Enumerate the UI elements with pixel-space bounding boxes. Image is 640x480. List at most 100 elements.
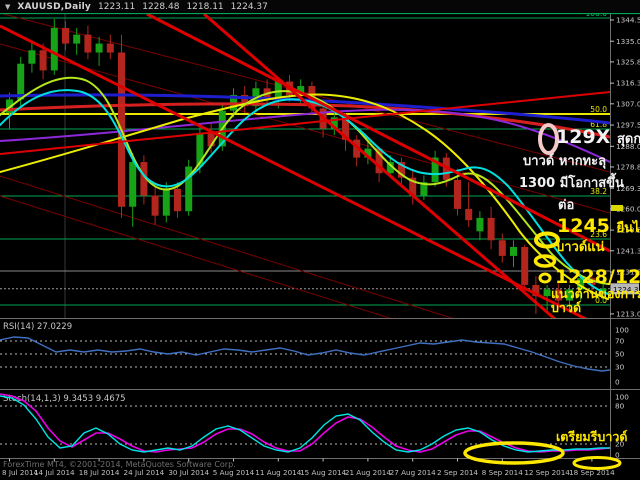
candle-body [106,43,114,53]
candle-body [6,99,13,113]
stoch-signal-line [0,393,611,453]
highlight-ellipse-dates[interactable] [572,456,622,470]
fib-level-label: 61.8 [590,120,607,129]
ma-purple [0,108,610,163]
candle-body [185,166,193,212]
annotation-text[interactable]: แนวต้านของการรี [551,286,640,301]
candle-body [162,188,170,216]
price-axis-label: 1288.05 [616,142,640,151]
time-axis-label: 18 Jul 2014 [79,468,120,477]
candle-body [521,246,529,285]
trendline[interactable] [146,14,610,253]
candle-body [95,43,103,53]
ma-yellow [0,93,609,300]
candle-body [420,182,428,196]
copyright-text: ForexTime MT4, ©2001-2014, MetaQuotes So… [3,460,236,469]
chart-title: XAUUSD,Daily [17,1,91,12]
trendline[interactable] [0,175,458,320]
rsi-level-label: 50 [615,350,625,359]
time-axis-label: 5 Aug 2014 [213,468,255,477]
current-price-label: 1224.37 [613,285,640,294]
candle-body [73,34,81,44]
price-axis-label: 1231.80 [616,268,640,277]
candle-body [241,94,249,107]
candle-body [409,177,417,196]
candle-body [487,217,495,241]
trendline[interactable] [0,13,610,173]
annotation-text[interactable]: บาวด์ หากทะลุ [523,153,606,169]
candle-body [196,132,204,167]
candle-body [398,162,405,178]
annotation-text[interactable]: 129X สุดการรี [556,126,640,148]
fib-level-label: 38.2 [590,187,607,196]
candle-body [330,117,338,129]
candle-body [465,208,473,221]
stoch-level-label: 100 [615,393,629,402]
trendline[interactable] [0,91,610,155]
ma-red [0,102,610,139]
candle-body [28,50,36,64]
candle-body [543,289,551,297]
candle-body [274,81,282,100]
time-axis-label: 30 Jul 2014 [168,468,209,477]
candle-body [364,148,372,158]
candle-body [151,195,159,216]
candle-body [174,188,181,212]
time-axis-label: 14 Jul 2014 [34,468,75,477]
ma-blue-slow [0,93,610,125]
candle-body [510,246,517,256]
stoch-main-line [0,395,610,453]
time-axis-label: 8 Sep 2014 [482,468,523,477]
price-axis-label: 1325.80 [616,58,640,67]
time-axis-label: 11 Aug 2014 [255,468,301,477]
time-axis-label: 24 Jul 2014 [124,468,165,477]
annotation-text[interactable]: บาวด์แน่ [556,239,605,255]
trendline[interactable] [0,195,396,320]
annotation-text[interactable]: เตรียมรีบาวด์ [556,429,627,444]
rsi-pane[interactable]: RSI(14) 27.0229 100 70 50 30 0 [0,322,629,387]
candle-body [498,240,506,256]
time-axis-label: 18 Sep 2014 [569,468,615,477]
candle-body [431,157,439,183]
annotation-text[interactable]: 1228/1237 [555,266,640,288]
candle-body [39,50,47,71]
quote-open: 1223.11 [98,1,136,12]
time-axis-label: 12 Sep 2014 [524,468,570,477]
price-axis-label: 1250.55 [616,226,640,235]
highlight-dot-price[interactable] [538,272,552,284]
candle-body [566,289,573,301]
candle-body [554,289,562,301]
price-axis-label: 1278.80 [616,163,640,172]
stoch-level-label: 80 [615,402,625,411]
fib-level-label: 0.0 [595,296,607,305]
rsi-level-label: 70 [615,337,625,346]
annotation-text[interactable]: ต่อ [558,198,574,213]
annotation-text[interactable]: 1245 ยืนได้รี [557,215,640,237]
highlight-ellipse-129x[interactable] [538,123,559,155]
candle-body [17,63,25,100]
highlight-ellipse-1245-b[interactable] [533,254,557,268]
fib-level-label: 23.6 [590,230,607,239]
highlight-ellipse-stoch[interactable] [463,441,565,465]
price-axis-label: 1297.55 [616,121,640,130]
price-axis[interactable]: ForexTime MT4, ©2001-2014, MetaQuotes So… [0,12,640,478]
annotation-text[interactable]: บาวด์ [551,300,581,315]
stoch-level-label: 0 [615,451,620,460]
price-axis-label: 1269.30 [616,184,640,193]
highlight-ellipse-1245-a[interactable] [534,231,560,249]
price-pane[interactable]: 100.0 50.0 61.8 38.2 23.6 0.0 [0,9,610,331]
fib-level-label: 50.0 [590,105,607,114]
price-axis-label: 1344.55 [616,16,640,25]
candle-body [476,217,484,232]
trendline[interactable] [203,14,557,320]
stoch-label: Stoch(14,1,3) 9.3453 9.4675 [3,394,126,404]
price-axis-label: 1335.05 [616,37,640,46]
trendline[interactable] [0,43,610,214]
rsi-label: RSI(14) 27.0229 [3,322,72,332]
annotation-text[interactable]: 1300 มีโอกาสขึ้น [519,172,624,191]
candle-body [297,86,305,95]
symbol-dropdown-icon[interactable]: ▼ [5,2,11,11]
